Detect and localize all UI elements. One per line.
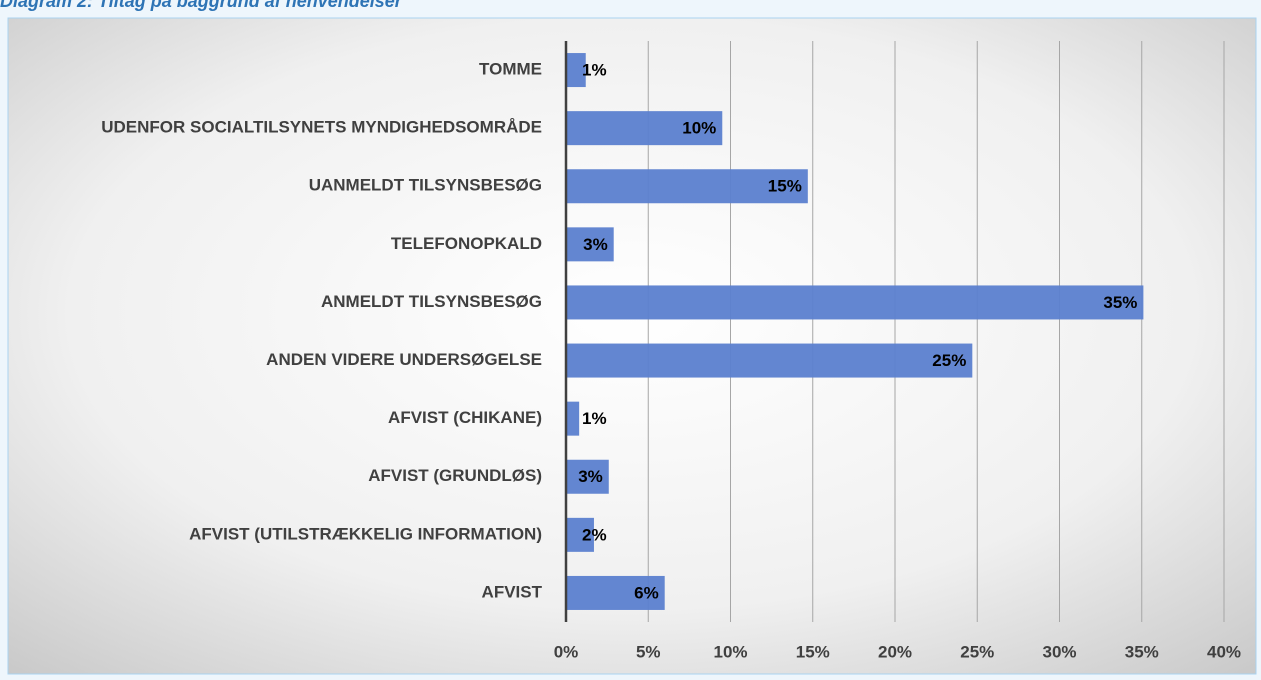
y-tick-label: AFVIST (GRUNDLØS) [368, 466, 542, 485]
bar [566, 53, 586, 88]
bar [566, 169, 808, 204]
x-tick-label: 5% [636, 642, 661, 661]
y-tick-label: TOMME [479, 60, 542, 79]
data-label: 2% [582, 525, 607, 544]
y-tick-label: AFVIST [482, 582, 543, 601]
y-tick-label: AFVIST (UTILSTRÆKKELIG INFORMATION) [189, 524, 542, 543]
x-tick-label: 20% [878, 642, 912, 661]
x-tick-label: 40% [1207, 642, 1241, 661]
data-label: 10% [682, 119, 716, 138]
y-tick-label: AFVIST (CHIKANE) [388, 408, 542, 427]
x-tick-label: 30% [1042, 642, 1076, 661]
data-label: 1% [582, 61, 607, 80]
y-tick-label: UANMELDT TILSYNSBESØG [309, 176, 542, 195]
bar [566, 517, 594, 552]
bar [566, 111, 723, 146]
chart-title: Diagram 2: Tiltag på baggrund af henvend… [0, 0, 403, 11]
y-tick-label: ANMELDT TILSYNSBESØG [321, 292, 542, 311]
data-label: 15% [768, 177, 802, 196]
bar [566, 343, 973, 378]
x-tick-label: 25% [960, 642, 994, 661]
bar [566, 285, 1144, 320]
x-tick-label: 0% [554, 642, 579, 661]
y-tick-label: ANDEN VIDERE UNDERSØGELSE [266, 350, 542, 369]
x-tick-label: 10% [713, 642, 747, 661]
y-tick-label: TELEFONOPKALD [391, 234, 542, 253]
x-tick-label: 35% [1125, 642, 1159, 661]
bar [566, 227, 614, 262]
bar [566, 459, 609, 494]
data-label: 3% [583, 235, 608, 254]
data-label: 1% [582, 409, 607, 428]
data-label: 25% [932, 351, 966, 370]
bar [566, 401, 580, 436]
bar [566, 575, 665, 610]
x-tick-label: 15% [796, 642, 830, 661]
data-label: 3% [578, 467, 603, 486]
data-label: 35% [1103, 293, 1137, 312]
data-label: 6% [634, 583, 659, 602]
y-tick-label: UDENFOR SOCIALTILSYNETS MYNDIGHEDSOMRÅDE [101, 118, 542, 137]
